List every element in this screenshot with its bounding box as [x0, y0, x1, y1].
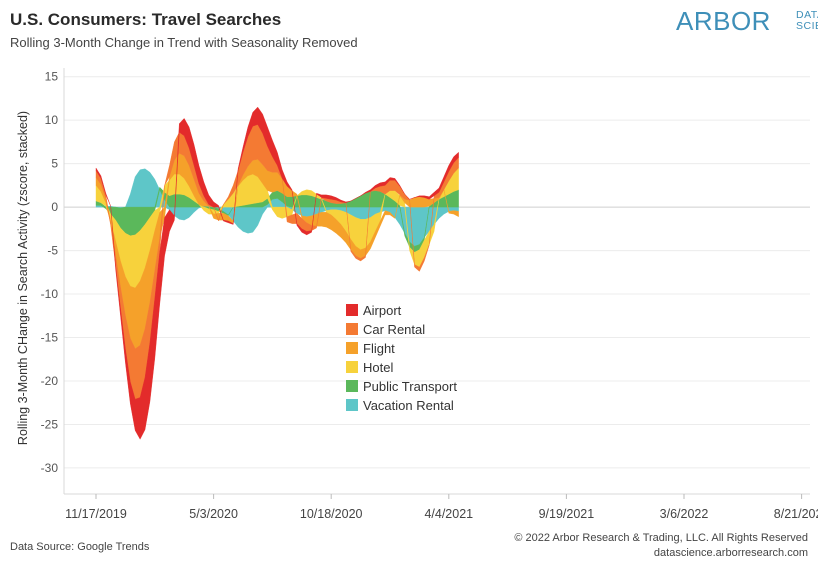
y-tick-label: -15 [41, 331, 59, 345]
legend-swatch-car-rental [346, 323, 358, 335]
legend-item-car-rental: Car Rental [346, 322, 425, 337]
copyright-block: © 2022 Arbor Research & Trading, LLC. Al… [514, 531, 808, 561]
y-tick-label: -30 [41, 461, 59, 475]
logo-wordmark: ARBOR [676, 6, 771, 36]
legend-swatch-hotel [346, 361, 358, 373]
copyright-text: © 2022 Arbor Research & Trading, LLC. Al… [514, 532, 808, 544]
legend-swatch-flight [346, 342, 358, 354]
y-axis: 15 10 5 0 -5 -10 -15 -20 -25 -30 [41, 68, 65, 494]
legend-label: Hotel [363, 360, 393, 375]
x-tick-label: 11/17/2019 [65, 507, 127, 521]
legend-item-public-transport: Public Transport [346, 379, 457, 394]
x-tick-label: 5/3/2020 [189, 507, 238, 521]
y-axis-label: Rolling 3-Month CHange in Search Activit… [16, 111, 30, 445]
legend-swatch-vacation-rental [346, 399, 358, 411]
area-series-airport [95, 106, 459, 440]
chart-areas [95, 106, 459, 440]
x-tick-label: 4/4/2021 [424, 507, 473, 521]
y-tick-label: 10 [45, 113, 59, 127]
legend-item-flight: Flight [346, 341, 395, 356]
logo-tagline: DATA SCIENCE [796, 10, 818, 32]
legend-item-vacation-rental: Vacation Rental [346, 398, 454, 413]
x-tick-label: 10/18/2020 [300, 507, 363, 521]
legend-label: Airport [363, 303, 402, 318]
y-tick-label: -10 [41, 287, 59, 301]
area-series-flight [95, 153, 459, 349]
legend-label: Vacation Rental [363, 398, 454, 413]
x-axis: 11/17/2019 5/3/2020 10/18/2020 4/4/2021 9/19… [64, 493, 818, 521]
logo-tagline-line2: SCIENCE [796, 20, 818, 32]
legend-label: Flight [363, 341, 395, 356]
legend-item-airport: Airport [346, 303, 402, 318]
y-tick-label: 0 [51, 200, 58, 214]
y-tick-label: 5 [51, 157, 58, 171]
legend-item-hotel: Hotel [346, 360, 393, 375]
chart-subtitle: Rolling 3-Month Change in Trend with Sea… [10, 35, 358, 50]
data-source-note: Data Source: Google Trends [10, 541, 150, 553]
y-tick-label: 15 [45, 70, 59, 84]
chart-legend: Airport Car Rental Flight Hotel Public Trans… [346, 303, 457, 413]
website-text: datascience.arborresearch.com [653, 547, 808, 559]
arbor-logo: ARBOR DATA SCIENCE [676, 6, 818, 37]
x-tick-label: 8/21/2022 [774, 507, 818, 521]
y-tick-label: -5 [47, 244, 58, 258]
chart-title: U.S. Consumers: Travel Searches [10, 10, 282, 29]
logo-tagline-line1: DATA [796, 9, 818, 21]
legend-label: Car Rental [363, 322, 425, 337]
y-tick-label: -25 [41, 417, 59, 431]
x-tick-label: 9/19/2021 [539, 507, 595, 521]
y-tick-label: -20 [41, 374, 59, 388]
x-tick-label: 3/6/2022 [660, 507, 709, 521]
legend-label: Public Transport [363, 379, 457, 394]
legend-swatch-public-transport [346, 380, 358, 392]
legend-swatch-airport [346, 304, 358, 316]
